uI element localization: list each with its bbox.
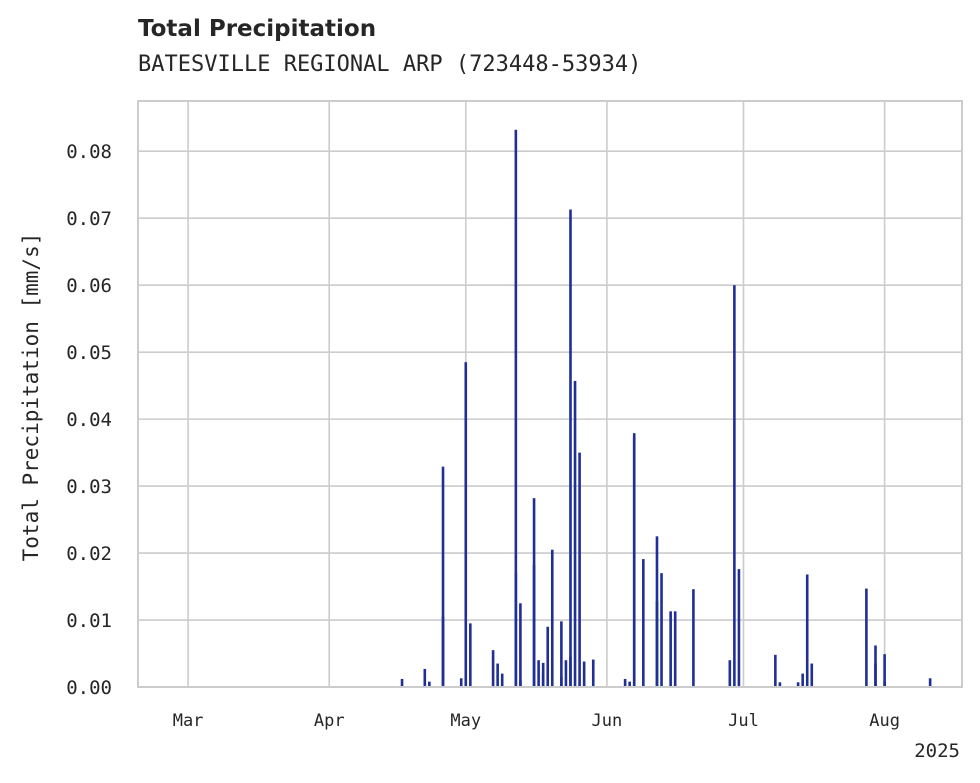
precip-bar [655, 601, 659, 687]
x-tick-label: Jun [592, 711, 623, 731]
precip-bar [660, 573, 663, 687]
precip-bar [737, 569, 741, 687]
precip-bar [628, 681, 631, 687]
y-tick-label: 0.05 [66, 342, 112, 364]
precip-bar [883, 681, 886, 687]
y-tick-label: 0.01 [66, 610, 112, 632]
precip-bar [642, 559, 645, 687]
precip-bar [464, 362, 468, 687]
precip-bar [569, 209, 572, 687]
precip-bar [591, 659, 595, 687]
x-tick-label: Aug [869, 711, 900, 731]
precip-bar [928, 678, 932, 687]
precip-bar [796, 682, 800, 687]
precip-bar [560, 621, 563, 687]
precip-bar [491, 650, 495, 687]
chart-title: Total Precipitation [138, 16, 377, 42]
precip-bar [519, 603, 522, 687]
precip-bar [441, 466, 445, 687]
precip-bar [573, 380, 577, 687]
x-tick-label: Jul [728, 711, 759, 731]
precip-bar [532, 565, 536, 687]
x-tick-labels: Mar Apr May Jun Jul Aug [173, 711, 900, 731]
precip-bar [560, 676, 563, 687]
grid-lines [138, 101, 962, 688]
y-axis-label: Total Precipitation [mm/s] [19, 233, 43, 562]
x-tick-label: Apr [314, 711, 345, 731]
bars-group [400, 129, 932, 687]
y-tick-label: 0.07 [66, 208, 112, 230]
precip-bar [400, 678, 404, 687]
y-tick-label: 0.04 [66, 409, 112, 431]
precip-bar [728, 660, 732, 687]
precip-bar [496, 663, 499, 687]
year-label: 2025 [914, 740, 960, 762]
precip-bar [519, 680, 522, 687]
precip-bar [541, 673, 545, 687]
x-tick-label: Mar [173, 711, 204, 731]
precip-bar [500, 673, 504, 687]
precip-bar [578, 452, 581, 687]
precip-bar [469, 623, 472, 687]
precip-bar [883, 654, 886, 687]
precip-bar [805, 574, 809, 687]
y-tick-label: 0.06 [66, 275, 112, 297]
precip-bar [692, 589, 695, 687]
plot-frame [137, 100, 963, 688]
y-tick-label: 0.00 [66, 677, 112, 699]
precip-bar [774, 654, 777, 687]
precip-bar [423, 668, 427, 687]
precip-bar [564, 660, 568, 687]
precip-bar [669, 611, 672, 687]
chart-subtitle: BATESVILLE REGIONAL ARP (723448-53934) [138, 52, 642, 77]
precip-bar [778, 682, 782, 687]
precip-bar [582, 661, 586, 687]
precip-bar [569, 656, 572, 687]
precip-bar [673, 611, 677, 687]
y-tick-labels: 0.00 0.01 0.02 0.03 0.04 0.05 0.06 0.07 0.08 [66, 141, 112, 699]
y-tick-label: 0.08 [66, 141, 112, 163]
precip-bar [514, 573, 518, 687]
precip-bar [874, 663, 877, 687]
precip-bar [514, 129, 518, 687]
precip-bar [865, 588, 868, 687]
precip-bar [550, 549, 554, 687]
precip-bar [733, 285, 736, 687]
precip-bar [546, 626, 550, 687]
y-tick-label: 0.03 [66, 476, 112, 498]
precip-bar [801, 673, 804, 687]
precip-bar [810, 663, 814, 687]
precip-bar [428, 681, 431, 687]
precip-bar [623, 678, 627, 687]
precip-bar [632, 433, 636, 687]
x-tick-label: May [450, 711, 481, 731]
precip-bar [537, 660, 540, 687]
y-tick-label: 0.02 [66, 543, 112, 565]
precip-bar [459, 678, 463, 687]
